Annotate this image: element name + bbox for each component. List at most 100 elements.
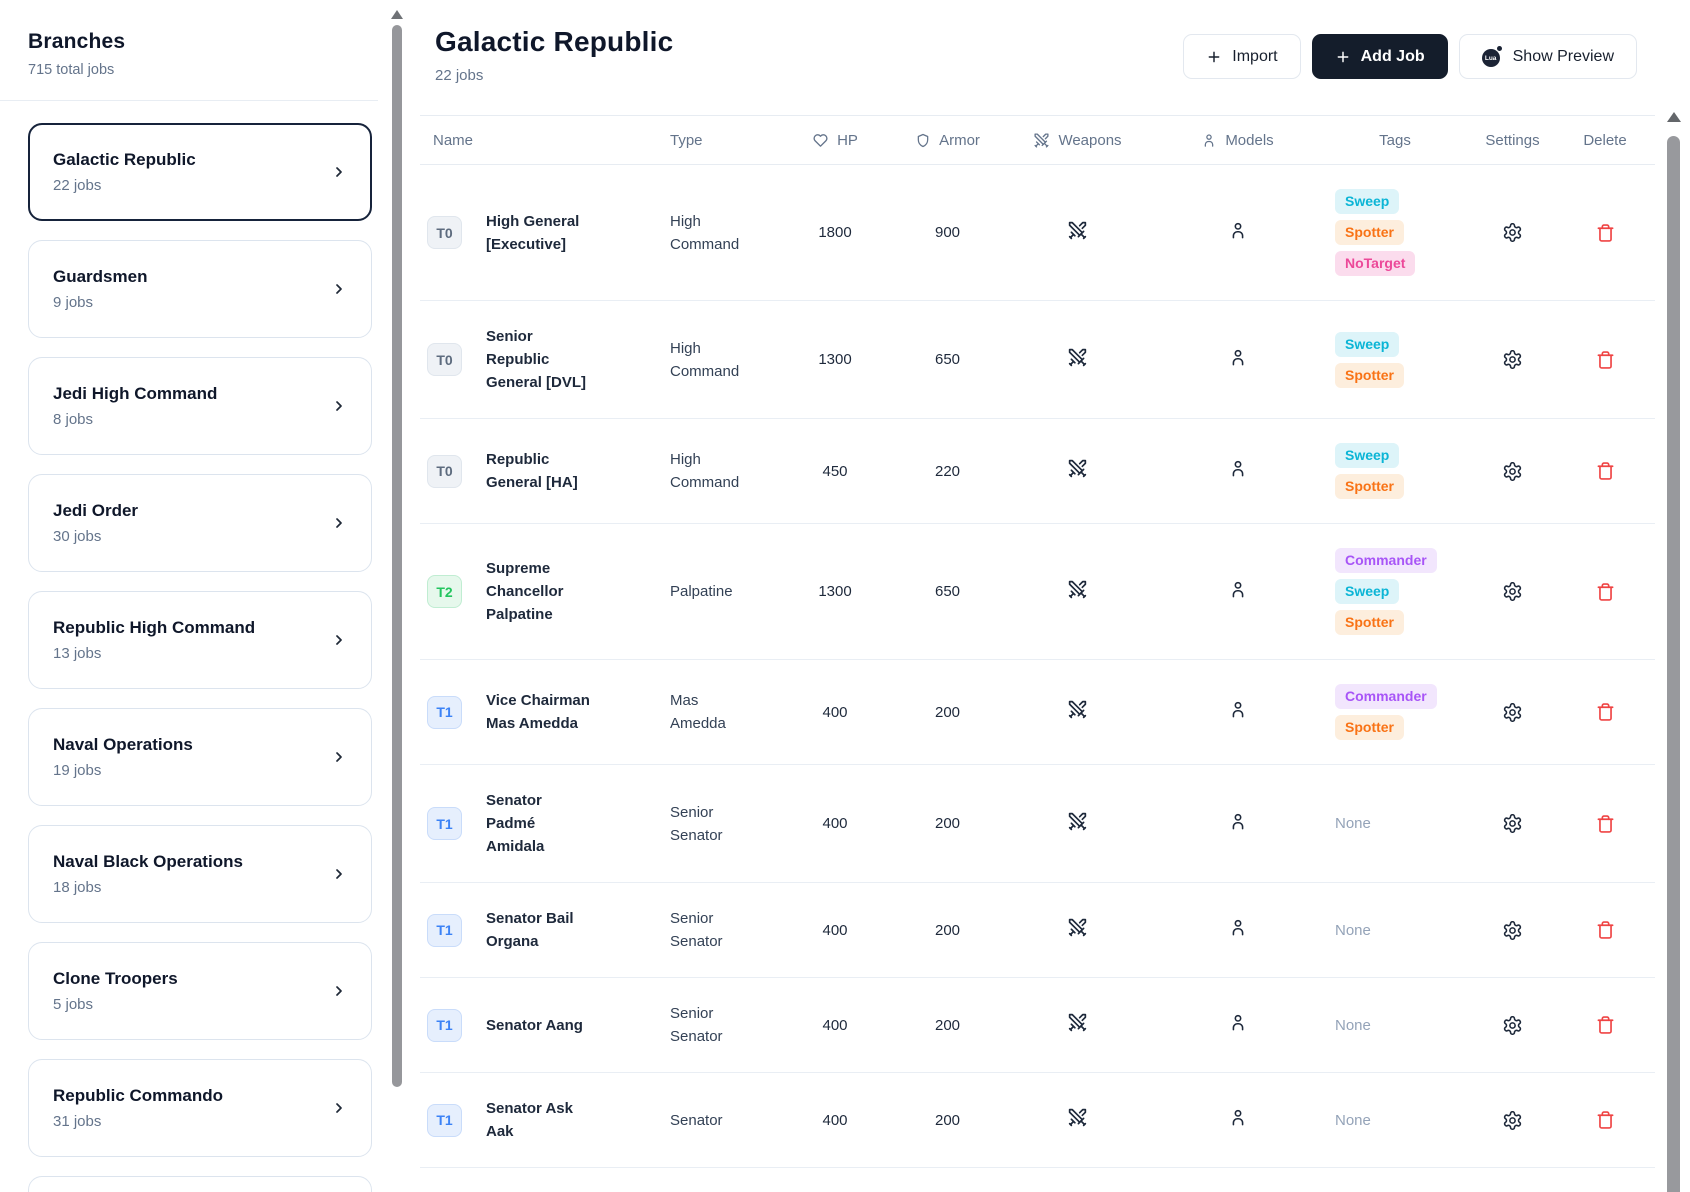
crossed-swords-icon[interactable] — [1067, 699, 1088, 725]
hp-value: 400 — [822, 1016, 848, 1034]
models-cell[interactable] — [1155, 1012, 1320, 1038]
delete-button[interactable] — [1594, 580, 1617, 604]
branch-card[interactable]: Republic Commando 31 jobs — [28, 1059, 372, 1157]
crossed-swords-icon[interactable] — [1067, 220, 1088, 246]
delete-button[interactable] — [1594, 1013, 1617, 1037]
person-icon[interactable] — [1228, 699, 1248, 725]
branch-card[interactable]: Jedi Order 30 jobs — [28, 474, 372, 572]
delete-button[interactable] — [1594, 1108, 1617, 1132]
tag-spotter: Spotter — [1335, 610, 1404, 635]
column-header-armor: Armor — [895, 132, 1000, 149]
settings-button[interactable] — [1500, 459, 1525, 484]
table-scrollbar[interactable] — [1667, 112, 1681, 1192]
job-name: Senator Padmé Amidala — [486, 792, 545, 855]
settings-button[interactable] — [1500, 918, 1525, 943]
branch-card[interactable]: Clone Troopers 5 jobs — [28, 942, 372, 1040]
branch-name: Jedi Order — [53, 501, 139, 520]
crossed-swords-icon[interactable] — [1067, 1107, 1088, 1133]
tier-badge: T1 — [427, 807, 462, 840]
person-icon[interactable] — [1228, 347, 1248, 373]
import-button[interactable]: Import — [1183, 34, 1301, 79]
crossed-swords-icon[interactable] — [1067, 811, 1088, 837]
weapons-cell[interactable] — [1000, 347, 1155, 373]
branch-name: Clone Troopers — [53, 969, 178, 988]
job-type: Senator — [670, 1111, 723, 1129]
person-icon[interactable] — [1228, 811, 1248, 837]
trash-icon — [1597, 223, 1613, 242]
delete-button[interactable] — [1594, 700, 1617, 724]
weapons-cell[interactable] — [1000, 699, 1155, 725]
weapons-cell[interactable] — [1000, 579, 1155, 605]
person-icon[interactable] — [1228, 1107, 1248, 1133]
models-cell[interactable] — [1155, 1107, 1320, 1133]
armor-value: 200 — [934, 1111, 961, 1129]
delete-button[interactable] — [1594, 221, 1617, 245]
models-cell[interactable] — [1155, 811, 1320, 837]
table-row: T0 Republic General [HA] High Command 45… — [420, 419, 1655, 524]
gear-icon — [1503, 349, 1522, 370]
delete-button[interactable] — [1594, 459, 1617, 483]
models-cell[interactable] — [1155, 220, 1320, 246]
scroll-up-arrow-icon[interactable] — [1667, 112, 1681, 122]
settings-cell — [1470, 700, 1555, 725]
models-cell[interactable] — [1155, 579, 1320, 605]
settings-button[interactable] — [1500, 1108, 1525, 1133]
armor-value: 650 — [934, 583, 961, 600]
chevron-right-icon — [331, 164, 347, 180]
delete-button[interactable] — [1594, 812, 1617, 836]
tag-sweep: Sweep — [1335, 331, 1400, 357]
branch-card[interactable]: Guardsmen 9 jobs — [28, 240, 372, 338]
tier-badge: T1 — [427, 695, 462, 729]
person-icon[interactable] — [1228, 458, 1248, 484]
weapons-cell[interactable] — [1000, 917, 1155, 943]
branch-card[interactable]: Naval Operations 19 jobs — [28, 708, 372, 806]
hp-value: 400 — [822, 1111, 848, 1129]
sidebar-scrollbar[interactable] — [391, 10, 403, 1192]
weapons-cell[interactable] — [1000, 1107, 1155, 1133]
branch-card[interactable]: Republic High Command 13 jobs — [28, 591, 372, 689]
branch-card[interactable]: Jedi High Command 8 jobs — [28, 357, 372, 455]
sidebar-scrollbar-thumb[interactable] — [391, 25, 402, 1087]
weapons-cell[interactable] — [1000, 458, 1155, 484]
settings-button[interactable] — [1500, 220, 1525, 245]
crossed-swords-icon[interactable] — [1067, 579, 1088, 605]
trash-icon — [1597, 1016, 1613, 1034]
column-header-delete: Delete — [1583, 131, 1627, 149]
armor-value: 200 — [934, 1016, 961, 1034]
branch-card[interactable]: Naval Black Operations 18 jobs — [28, 825, 372, 923]
person-icon[interactable] — [1228, 220, 1248, 246]
models-cell[interactable] — [1155, 458, 1320, 484]
delete-button[interactable] — [1594, 348, 1617, 372]
weapons-cell[interactable] — [1000, 811, 1155, 837]
crossed-swords-icon[interactable] — [1067, 1012, 1088, 1038]
table-scrollbar-thumb[interactable] — [1667, 136, 1680, 1192]
weapons-cell[interactable] — [1000, 220, 1155, 246]
branch-card-partial[interactable] — [28, 1176, 372, 1192]
weapons-cell[interactable] — [1000, 1012, 1155, 1038]
crossed-swords-icon[interactable] — [1067, 347, 1088, 373]
tier-badge: T1 — [427, 1103, 462, 1137]
settings-button[interactable] — [1500, 811, 1525, 836]
branch-card[interactable]: Galactic Republic 22 jobs — [28, 123, 372, 221]
settings-button[interactable] — [1500, 347, 1525, 372]
add-job-button[interactable]: Add Job — [1311, 34, 1448, 79]
branch-name: Naval Black Operations — [53, 852, 243, 871]
settings-button[interactable] — [1500, 700, 1525, 725]
scroll-up-arrow-icon[interactable] — [391, 10, 403, 19]
person-icon[interactable] — [1228, 1012, 1248, 1038]
table-row: T1 Vice Chairman Mas Amedda Mas Amedda 4… — [420, 660, 1655, 765]
models-cell[interactable] — [1155, 699, 1320, 725]
show-preview-button[interactable]: Lua Show Preview — [1458, 34, 1637, 79]
branch-job-count: 22 jobs — [53, 177, 102, 194]
crossed-swords-icon[interactable] — [1067, 458, 1088, 484]
person-icon[interactable] — [1228, 579, 1248, 605]
column-header-weapons: Weapons — [1000, 132, 1155, 149]
crossed-swords-icon[interactable] — [1067, 917, 1088, 943]
settings-button[interactable] — [1500, 579, 1525, 604]
models-cell[interactable] — [1155, 347, 1320, 373]
models-cell[interactable] — [1155, 917, 1320, 943]
settings-button[interactable] — [1500, 1013, 1525, 1038]
delete-cell — [1555, 348, 1655, 372]
person-icon[interactable] — [1228, 917, 1248, 943]
delete-button[interactable] — [1594, 918, 1617, 942]
